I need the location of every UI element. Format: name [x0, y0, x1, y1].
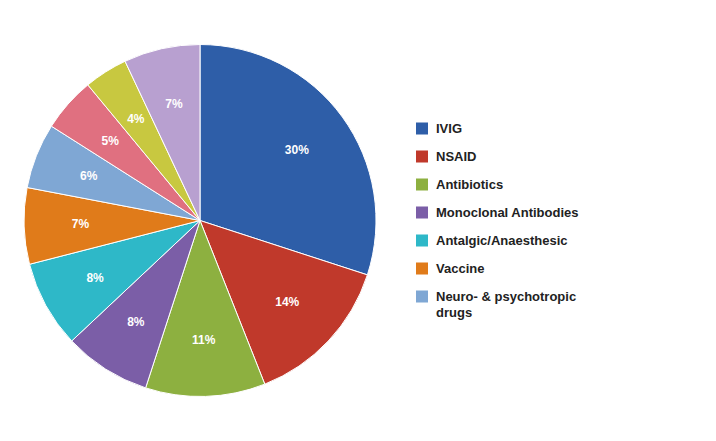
data-label: 8%: [127, 315, 145, 329]
data-label: 11%: [192, 333, 216, 347]
legend-swatch: [416, 263, 428, 275]
data-label: 5%: [102, 134, 120, 148]
data-label: 6%: [80, 169, 98, 183]
legend-label: Neuro- & psychotropicdrugs: [436, 289, 576, 320]
legend-label: NSAID: [436, 149, 476, 164]
legend-swatch: [416, 291, 428, 303]
legend-label: Monoclonal Antibodies: [436, 205, 579, 220]
legend-swatch: [416, 123, 428, 135]
legend-label: IVIG: [436, 121, 462, 136]
legend-label: Antalgic/Anaesthesic: [436, 233, 568, 248]
data-labels: 30% 14% 11% 8% 8% 7% 6% 5% 4% 7%: [72, 97, 309, 347]
legend-swatch: [416, 207, 428, 219]
legend-swatch: [416, 151, 428, 163]
legend-swatch: [416, 235, 428, 247]
pie-slice: [125, 45, 200, 221]
data-label: 4%: [127, 112, 145, 126]
chart-container: 30% 14% 11% 8% 8% 7% 6% 5% 4% 7% IVIG NSAID Antibiot…: [0, 0, 716, 441]
data-label: 7%: [165, 97, 183, 111]
legend: IVIG NSAID Antibiotics Monoclonal Antibodie…: [416, 121, 579, 320]
chart: 30% 14% 11% 8% 8% 7% 6% 5% 4% 7% IVIG NSAID Antibiot…: [0, 0, 716, 441]
legend-label: Vaccine: [436, 261, 484, 276]
legend-swatch: [416, 179, 428, 191]
legend-label: Antibiotics: [436, 177, 503, 192]
data-label: 30%: [285, 143, 309, 157]
data-label: 7%: [72, 217, 90, 231]
data-label: 14%: [275, 295, 299, 309]
data-label: 8%: [86, 271, 104, 285]
slices: [24, 45, 376, 397]
